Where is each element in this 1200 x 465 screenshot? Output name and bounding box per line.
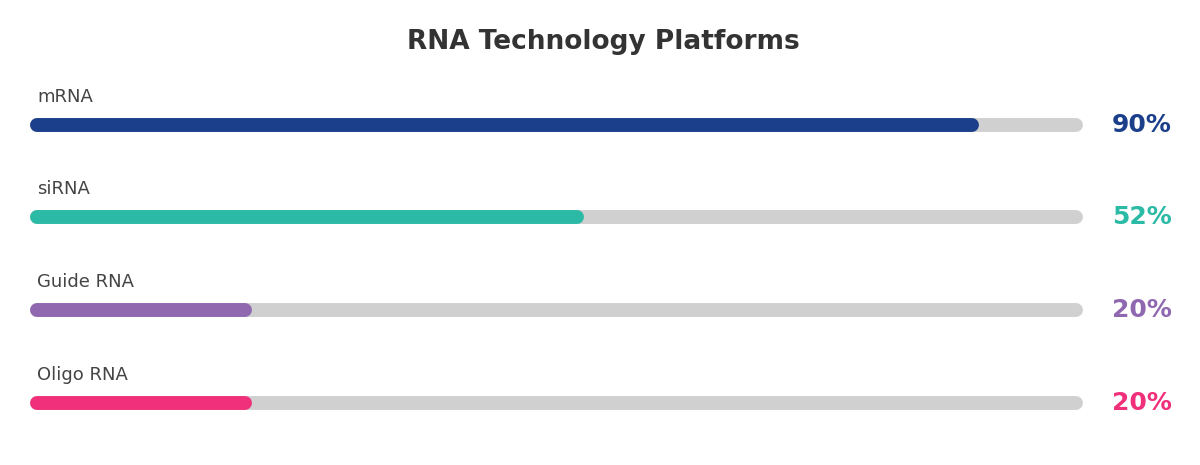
Title: RNA Technology Platforms: RNA Technology Platforms — [407, 29, 799, 55]
Text: siRNA: siRNA — [37, 180, 90, 199]
Text: Oligo RNA: Oligo RNA — [37, 366, 128, 384]
Text: 20%: 20% — [1112, 391, 1172, 415]
Text: 52%: 52% — [1112, 206, 1172, 229]
Text: 20%: 20% — [1112, 298, 1172, 322]
Text: mRNA: mRNA — [37, 87, 94, 106]
Text: Guide RNA: Guide RNA — [37, 273, 134, 291]
Text: 90%: 90% — [1112, 113, 1172, 137]
